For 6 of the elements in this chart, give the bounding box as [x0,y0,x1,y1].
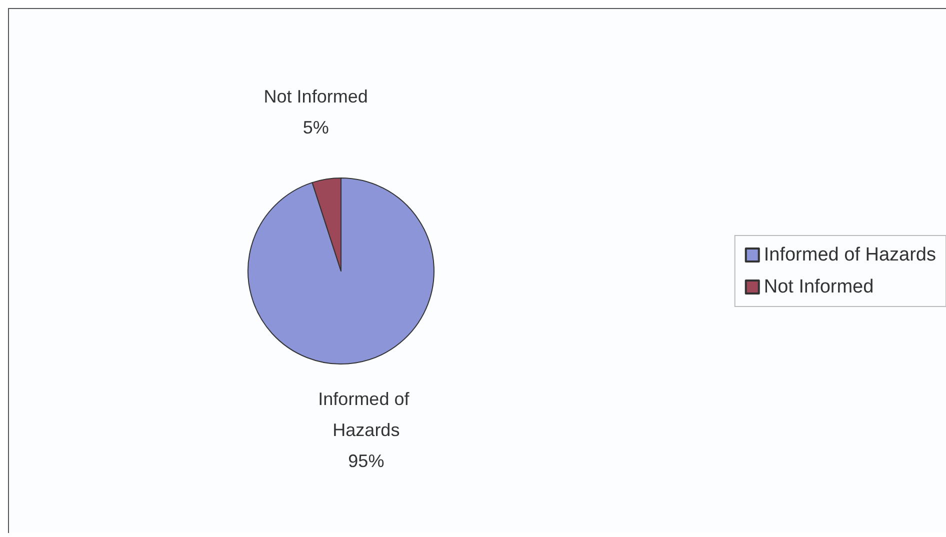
data-label: 95% [348,451,384,472]
data-label: 5% [302,117,329,138]
legend-label: Not Informed [764,276,874,298]
slice-label: Not Informed [264,86,368,106]
legend-label: Informed of Hazards [764,244,936,266]
slice-label: Informed of Hazards [318,389,414,440]
